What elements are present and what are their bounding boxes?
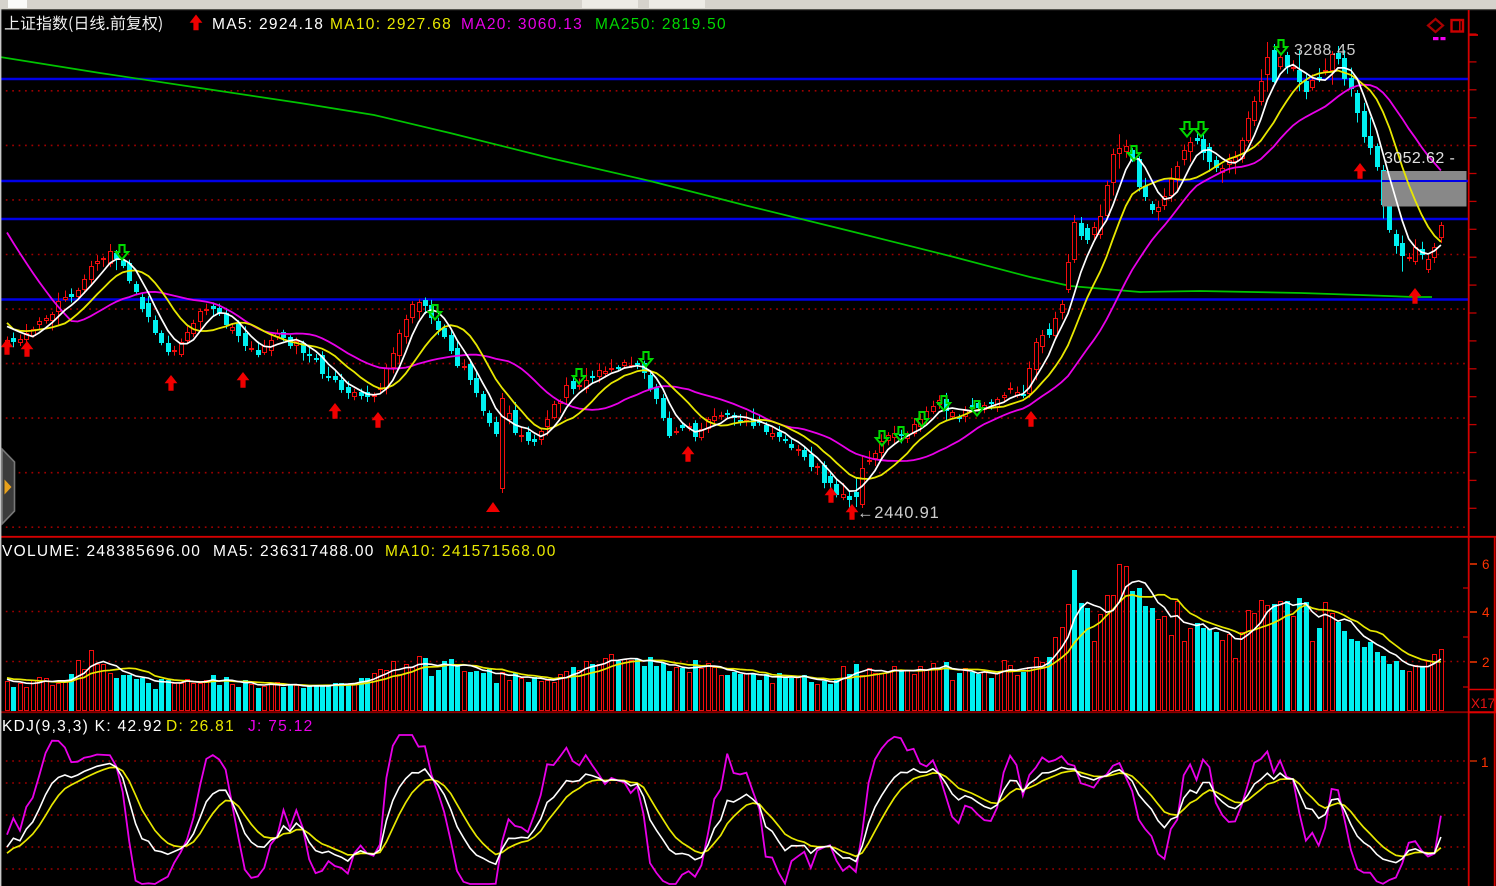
svg-text:MA10: 2927.68: MA10: 2927.68 — [330, 16, 452, 33]
svg-text:X17: X17 — [1471, 696, 1495, 711]
svg-text:2: 2 — [1482, 655, 1490, 670]
svg-text:MA5: 2924.18: MA5: 2924.18 — [212, 16, 324, 33]
svg-text:MA5: 236317488.00: MA5: 236317488.00 — [213, 543, 375, 560]
svg-text:3288.45: 3288.45 — [1294, 42, 1356, 59]
svg-text:MA250: 2819.50: MA250: 2819.50 — [595, 16, 727, 33]
svg-text:1: 1 — [1481, 755, 1489, 770]
svg-text:4: 4 — [1482, 605, 1490, 620]
svg-text:3052.62 -: 3052.62 - — [1384, 150, 1455, 167]
svg-text:KDJ(9,3,3) K: 42.92: KDJ(9,3,3) K: 42.92 — [2, 718, 163, 735]
svg-text:MA20: 3060.13: MA20: 3060.13 — [461, 16, 583, 33]
svg-text:6: 6 — [1482, 557, 1490, 572]
svg-text:J: 75.12: J: 75.12 — [248, 718, 314, 735]
svg-text:VOLUME: 248385696.00: VOLUME: 248385696.00 — [2, 543, 201, 560]
svg-text:MA10: 241571568.00: MA10: 241571568.00 — [385, 543, 557, 560]
svg-text:D: 26.81: D: 26.81 — [166, 718, 235, 735]
svg-text:←2440.91: ←2440.91 — [857, 504, 940, 522]
